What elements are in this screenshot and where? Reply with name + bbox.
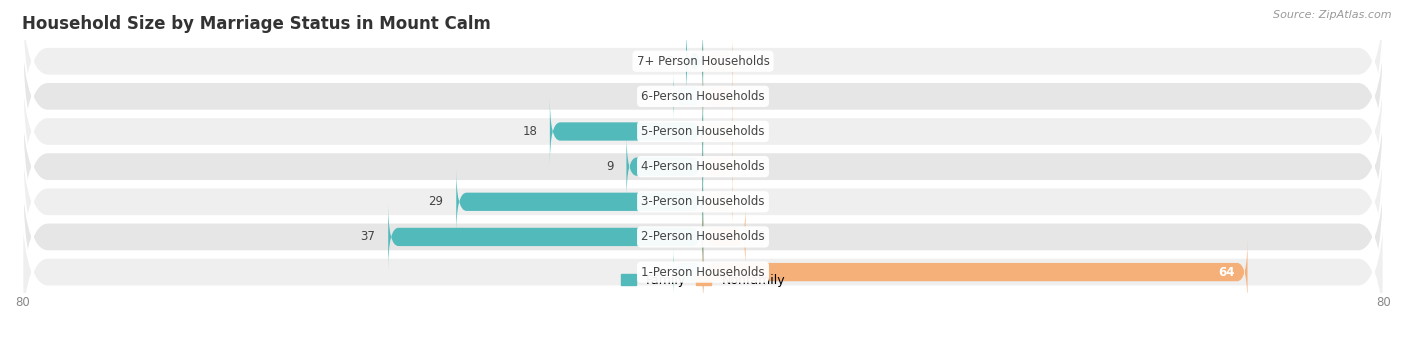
Text: Household Size by Marriage Status in Mount Calm: Household Size by Marriage Status in Mou… (22, 15, 491, 33)
FancyBboxPatch shape (457, 169, 703, 235)
Text: 5-Person Households: 5-Person Households (641, 125, 765, 138)
FancyBboxPatch shape (703, 176, 733, 228)
FancyBboxPatch shape (550, 99, 703, 165)
Text: 18: 18 (522, 125, 537, 138)
Text: 2: 2 (665, 55, 673, 68)
FancyBboxPatch shape (627, 134, 703, 200)
FancyBboxPatch shape (22, 76, 1384, 258)
Legend: Family, Nonfamily: Family, Nonfamily (616, 269, 790, 292)
Text: 0: 0 (745, 195, 754, 208)
FancyBboxPatch shape (703, 70, 733, 122)
Text: 0: 0 (745, 90, 754, 103)
Text: 0: 0 (745, 160, 754, 173)
Text: 0: 0 (652, 90, 661, 103)
Text: 3-Person Households: 3-Person Households (641, 195, 765, 208)
FancyBboxPatch shape (388, 204, 703, 270)
Text: 37: 37 (360, 231, 375, 243)
FancyBboxPatch shape (703, 105, 733, 158)
FancyBboxPatch shape (673, 246, 703, 298)
Text: 29: 29 (429, 195, 443, 208)
FancyBboxPatch shape (22, 0, 1384, 152)
FancyBboxPatch shape (673, 70, 703, 122)
FancyBboxPatch shape (22, 181, 1384, 341)
FancyBboxPatch shape (22, 111, 1384, 293)
Text: 0: 0 (745, 125, 754, 138)
Text: 6-Person Households: 6-Person Households (641, 90, 765, 103)
Text: 0: 0 (652, 266, 661, 279)
FancyBboxPatch shape (22, 146, 1384, 328)
Text: 7+ Person Households: 7+ Person Households (637, 55, 769, 68)
Text: 1-Person Households: 1-Person Households (641, 266, 765, 279)
FancyBboxPatch shape (703, 204, 745, 270)
Text: 9: 9 (606, 160, 613, 173)
FancyBboxPatch shape (22, 5, 1384, 187)
FancyBboxPatch shape (703, 239, 1247, 305)
FancyBboxPatch shape (703, 35, 733, 87)
Text: Source: ZipAtlas.com: Source: ZipAtlas.com (1274, 10, 1392, 20)
FancyBboxPatch shape (686, 28, 703, 94)
Text: 2-Person Households: 2-Person Households (641, 231, 765, 243)
Text: 0: 0 (745, 55, 754, 68)
FancyBboxPatch shape (703, 140, 733, 193)
Text: 5: 5 (758, 231, 766, 243)
Text: 64: 64 (1218, 266, 1234, 279)
FancyBboxPatch shape (22, 41, 1384, 223)
Text: 4-Person Households: 4-Person Households (641, 160, 765, 173)
